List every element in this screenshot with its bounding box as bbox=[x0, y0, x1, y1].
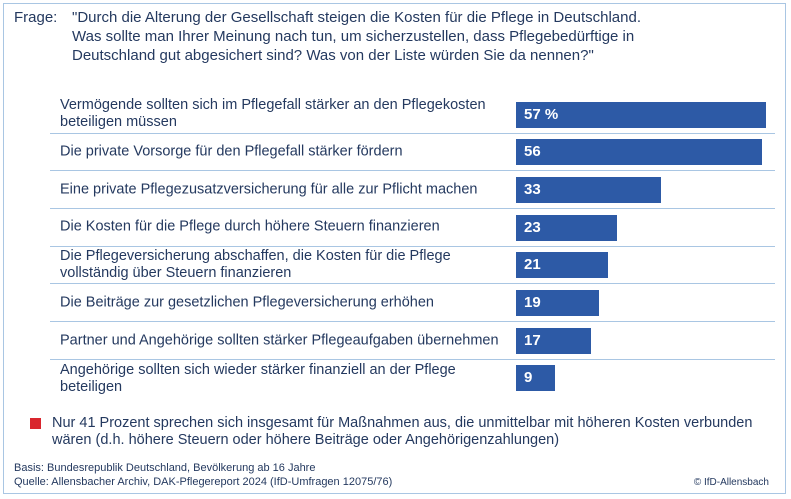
value-label: 56 bbox=[524, 143, 541, 161]
question-text: "Durch die Alterung der Gesellschaft ste… bbox=[72, 8, 641, 65]
bar-row: Angehörige sollten sich wieder stärker f… bbox=[50, 360, 775, 398]
bar bbox=[516, 252, 609, 279]
value-label: 57 % bbox=[524, 105, 559, 123]
category-label: Angehörige sollten sich wieder stärker f… bbox=[60, 361, 456, 395]
category-label: Die private Vorsorge für den Pflegefall … bbox=[60, 143, 403, 160]
bar bbox=[516, 139, 762, 166]
bar bbox=[516, 327, 591, 354]
bar bbox=[516, 214, 617, 241]
bar-row: Die private Vorsorge für den Pflegefall … bbox=[50, 134, 775, 172]
category-label: Vermögende sollten sich im Pflegefall st… bbox=[60, 97, 486, 131]
source: Quelle: Allensbacher Archiv, DAK-Pfleger… bbox=[14, 476, 393, 488]
value-label: 17 bbox=[524, 331, 541, 349]
frame bbox=[3, 3, 786, 494]
category-label: Eine private Pflegezusatzversicherung fü… bbox=[60, 181, 478, 198]
value-label: 23 bbox=[524, 218, 541, 236]
bar bbox=[516, 365, 556, 392]
value-label: 33 bbox=[524, 180, 541, 198]
category-label: Die Kosten für die Pflege durch höhere S… bbox=[60, 218, 440, 235]
bar bbox=[516, 290, 600, 316]
note-marker bbox=[30, 418, 41, 429]
question-line: "Durch die Alterung der Gesellschaft ste… bbox=[72, 9, 641, 26]
bar bbox=[516, 176, 661, 203]
bar-row: Die Kosten für die Pflege durch höhere S… bbox=[50, 209, 775, 247]
copyright: © IfD-Allensbach bbox=[693, 477, 769, 488]
question-label: Frage: bbox=[14, 9, 58, 26]
category-label: Partner und Angehörige sollten stärker P… bbox=[60, 332, 499, 349]
value-label: 19 bbox=[524, 294, 541, 311]
bar-row: Partner und Angehörige sollten stärker P… bbox=[50, 322, 775, 360]
category-label: Die Pflegeversicherung abschaffen, die K… bbox=[60, 248, 451, 282]
value-label: 9 bbox=[524, 369, 533, 387]
bar-row: Die Pflegeversicherung abschaffen, die K… bbox=[50, 247, 775, 285]
bar bbox=[516, 101, 766, 128]
bar-row: Vermögende sollten sich im Pflegefall st… bbox=[50, 96, 775, 134]
value-label: 21 bbox=[524, 256, 541, 274]
bar-row: Eine private Pflegezusatzversicherung fü… bbox=[50, 171, 775, 210]
note-text: Nur 41 Prozent sprechen sich insgesamt f… bbox=[52, 415, 753, 448]
bar-row: Die Beiträge zur gesetzlichen Pflegevers… bbox=[50, 285, 775, 323]
question-line: Deutschland gut abgesichert sind? Was vo… bbox=[72, 47, 594, 64]
category-label: Die Beiträge zur gesetzlichen Pflegevers… bbox=[60, 294, 434, 311]
basis: Basis: Bundesrepublik Deutschland, Bevöl… bbox=[14, 462, 316, 474]
footer: Basis: Bundesrepublik Deutschland, Bevöl… bbox=[14, 461, 392, 489]
question-line: Was sollte man Ihrer Meinung nach tun, u… bbox=[72, 28, 635, 45]
